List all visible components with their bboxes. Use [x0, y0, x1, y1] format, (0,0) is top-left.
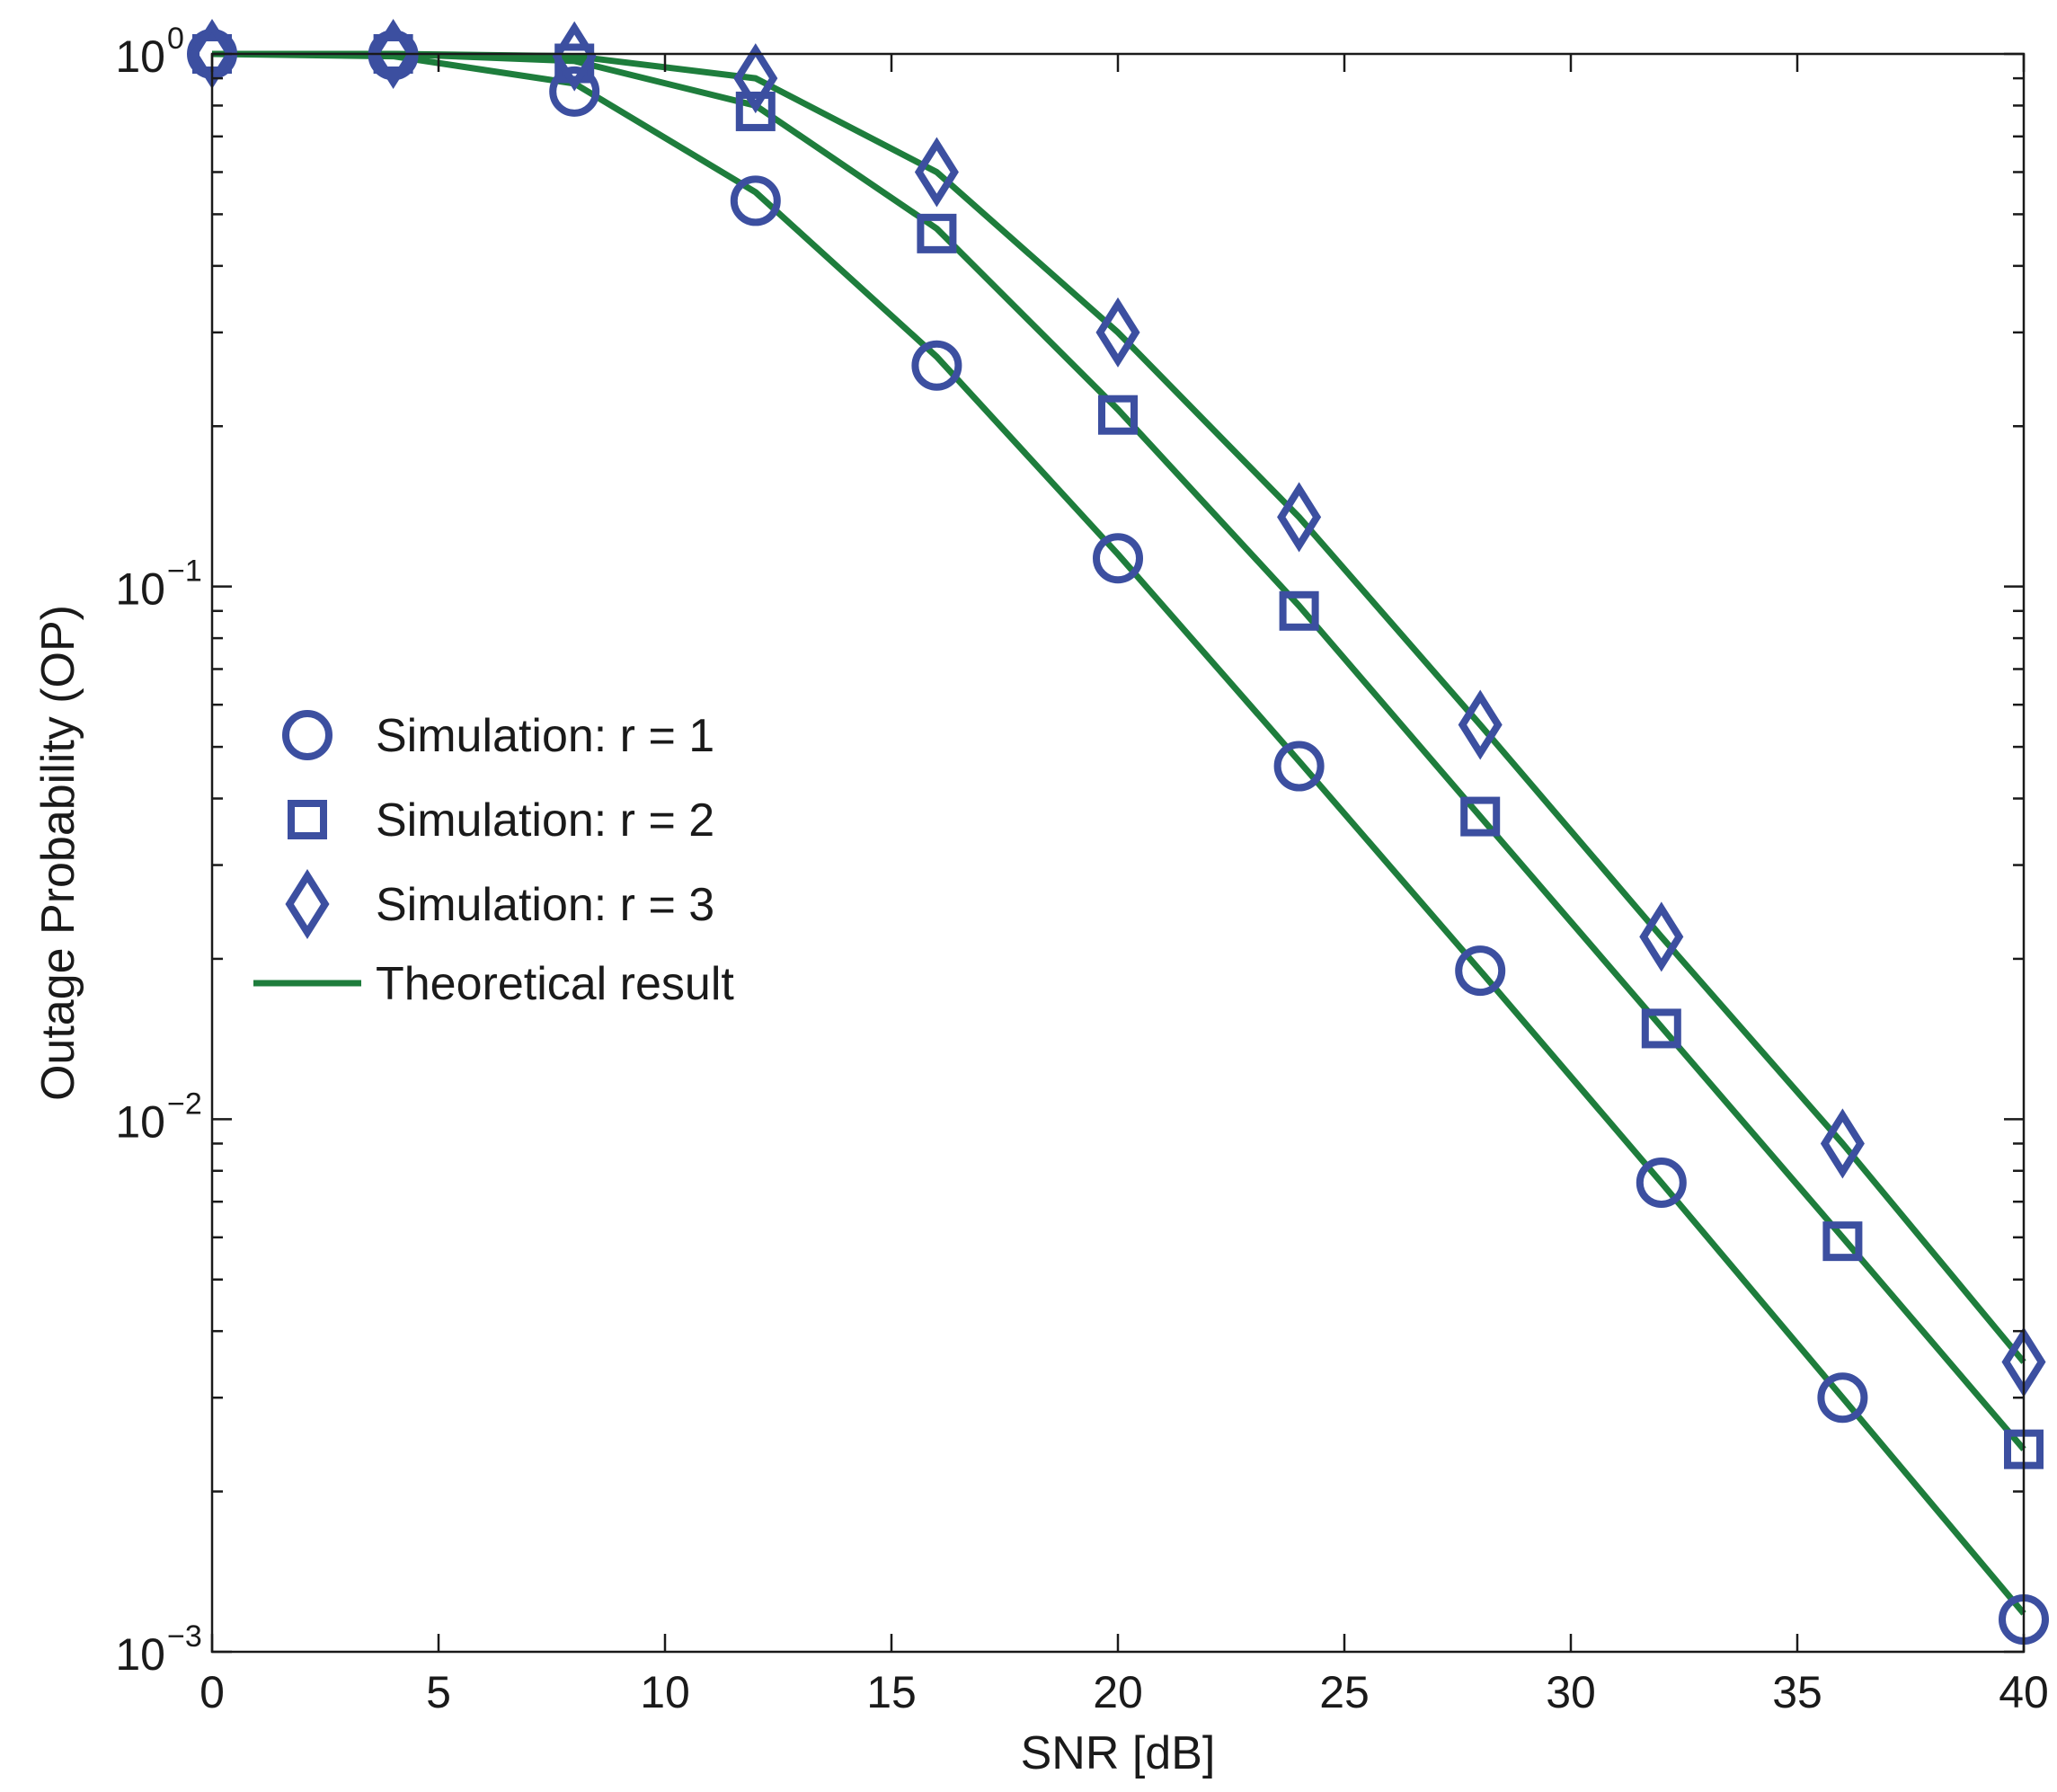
y-tick-base: 10 — [115, 1629, 165, 1680]
data-point-circle — [1817, 1372, 1868, 1424]
y-tick-exponent: −3 — [167, 1619, 202, 1654]
y-tick-base: 10 — [115, 1096, 165, 1147]
legend-item: Simulation: r = 2 — [288, 794, 714, 847]
data-point-diamond — [1820, 1108, 1865, 1179]
data-point-square — [1279, 590, 1319, 631]
y-tick-exponent: −1 — [167, 554, 202, 589]
x-tick-label: 0 — [199, 1667, 225, 1717]
x-tick-label: 30 — [1546, 1667, 1596, 1717]
data-point-circle — [549, 66, 600, 117]
x-tick-label: 20 — [1093, 1667, 1143, 1717]
x-tick-label: 5 — [426, 1667, 451, 1717]
legend-label: Simulation: r = 1 — [376, 710, 714, 762]
x-tick-label: 10 — [640, 1667, 690, 1717]
legend-item: Theoretical result — [253, 958, 734, 1010]
axis-ticks — [210, 52, 2026, 1654]
data-point-diamond — [1095, 297, 1140, 368]
data-point-diamond — [552, 21, 597, 92]
data-point-diamond — [1639, 901, 1684, 972]
data-point-diamond — [733, 43, 778, 114]
simulation-markers — [187, 18, 2049, 1646]
data-point-circle — [1273, 741, 1325, 792]
data-point-square — [917, 213, 957, 253]
data-point-circle — [730, 175, 781, 226]
y-tick-exponent: 0 — [167, 22, 184, 56]
data-point-square — [1460, 796, 1501, 837]
legend-label: Simulation: r = 2 — [376, 794, 714, 847]
legend-symbol-circle — [282, 710, 332, 760]
data-point-circle — [1093, 533, 1143, 584]
y-axis-title: Outage Probability (OP) — [32, 605, 84, 1101]
y-tick-exponent: −2 — [167, 1087, 202, 1121]
theory-line — [212, 50, 2026, 1451]
legend-item: Simulation: r = 1 — [282, 710, 714, 762]
y-tick-label: 10 −2 — [115, 1087, 201, 1147]
legend-symbol-diamond — [285, 868, 330, 940]
legend-label: Theoretical result — [376, 958, 734, 1010]
data-point-square — [1822, 1221, 1863, 1262]
data-point-diamond — [1277, 482, 1322, 553]
legend-symbol-square — [288, 800, 327, 839]
data-point-circle — [911, 340, 962, 391]
y-tick-label: 10 0 — [115, 22, 184, 82]
data-point-circle — [1455, 945, 1506, 997]
x-tick-label: 35 — [1772, 1667, 1822, 1717]
data-point-square — [1641, 1008, 1681, 1049]
data-point-diamond — [1458, 689, 1503, 760]
x-axis-title: SNR [dB] — [1021, 1727, 1216, 1779]
y-tick-base: 10 — [115, 31, 165, 82]
data-point-square — [1098, 395, 1138, 435]
legend-label: Simulation: r = 3 — [376, 879, 714, 931]
theory-line — [212, 50, 2026, 1364]
x-tick-label: 25 — [1319, 1667, 1370, 1717]
x-tick-label: 40 — [1999, 1667, 2049, 1717]
theoretical-curves — [211, 50, 2026, 1616]
legend-item: Simulation: r = 3 — [285, 868, 714, 940]
data-point-square — [735, 91, 776, 131]
data-point-diamond — [914, 137, 959, 208]
y-tick-base: 10 — [115, 564, 165, 615]
y-tick-label: 10 −3 — [115, 1619, 201, 1680]
legend: Simulation: r = 1 Simulation: r = 2 Simula… — [253, 710, 734, 1010]
theory-line — [211, 50, 2026, 1616]
x-tick-label: 15 — [866, 1667, 917, 1717]
data-point-circle — [1636, 1157, 1687, 1208]
series-diamond — [190, 18, 2046, 1397]
data-point-diamond — [371, 18, 416, 90]
y-tick-label: 10 −1 — [115, 554, 201, 615]
